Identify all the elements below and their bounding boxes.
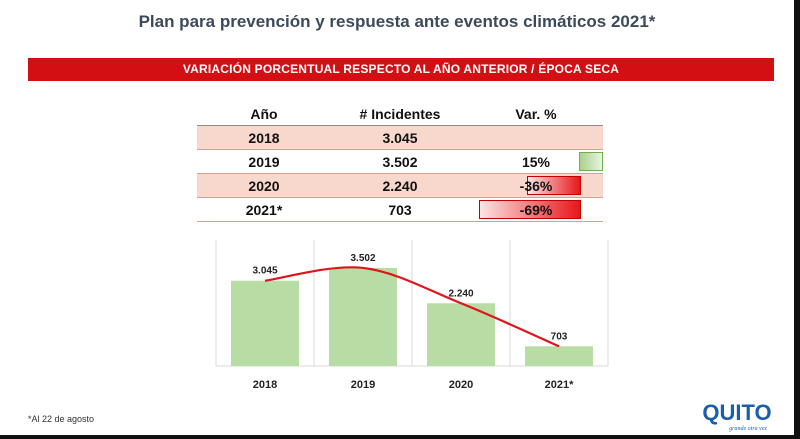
variation-bar xyxy=(526,176,581,195)
incidents-cell: 3.502 xyxy=(331,149,469,174)
chart-data-labels: 3.045 3.502 2.240 703 xyxy=(252,253,567,342)
bar-2019 xyxy=(329,267,397,366)
variation-value: -69% xyxy=(519,201,553,218)
incidents-bar-chart: 3.045 3.502 2.240 703 2018 2019 2020 2021* xyxy=(215,240,609,391)
variation-cell: -69% xyxy=(469,197,603,222)
data-label: 3.502 xyxy=(350,253,375,264)
table-row: 2021* 703 -69% xyxy=(197,197,603,222)
footnote: *Al 22 de agosto xyxy=(28,414,95,424)
column-header-year: Año xyxy=(197,102,331,126)
year-cell: 2018 xyxy=(197,125,331,150)
table-row: 2019 3.502 15% xyxy=(197,149,603,174)
bar-2021* xyxy=(525,346,593,366)
data-label: 2.240 xyxy=(448,288,473,299)
incidents-cell: 2.240 xyxy=(331,173,469,198)
x-tick-label: 2021* xyxy=(545,379,574,391)
variation-cell: 15% xyxy=(469,149,603,174)
slide-title: Plan para prevención y respuesta ante ev… xyxy=(138,12,656,31)
year-cell: 2019 xyxy=(197,149,331,174)
variation-value: -36% xyxy=(519,177,553,194)
section-banner: VARIACIÓN PORCENTUAL RESPECTO AL AÑO ANT… xyxy=(28,58,774,81)
x-tick-label: 2019 xyxy=(351,379,375,391)
x-tick-label: 2020 xyxy=(449,379,473,391)
window-edge-right xyxy=(794,0,800,439)
year-cell: 2021* xyxy=(197,197,331,222)
variation-bar xyxy=(579,152,603,171)
variation-cell: -36% xyxy=(469,173,603,198)
x-tick-label: 2018 xyxy=(253,379,277,391)
variation-bar xyxy=(479,200,581,219)
data-label: 703 xyxy=(551,331,568,342)
column-header-variation: Var. % xyxy=(469,102,603,126)
incidents-cell: 703 xyxy=(331,197,469,222)
quito-logo: QUITO grande otra vez xyxy=(702,400,771,432)
year-cell: 2020 xyxy=(197,173,331,198)
table-row: 2018 3.045 xyxy=(197,125,603,150)
variation-cell xyxy=(469,125,603,150)
chart-x-labels: 2018 2019 2020 2021* xyxy=(253,379,574,391)
incidents-cell: 3.045 xyxy=(331,125,469,150)
column-header-incidents: # Incidentes xyxy=(331,102,469,126)
table-row: 2020 2.240 -36% xyxy=(197,173,603,198)
data-label: 3.045 xyxy=(252,266,277,277)
table-header-row: Año # Incidentes Var. % xyxy=(197,102,603,126)
window-edge-bottom xyxy=(0,435,800,439)
variation-value: 15% xyxy=(521,153,551,170)
bar-2018 xyxy=(231,280,299,366)
logo-wordmark: QUITO xyxy=(702,400,771,425)
incidents-table: Año # Incidentes Var. % 2018 3.045 2019 … xyxy=(197,102,603,222)
logo-tagline: grande otra vez xyxy=(729,426,767,432)
trend-line xyxy=(264,266,560,348)
